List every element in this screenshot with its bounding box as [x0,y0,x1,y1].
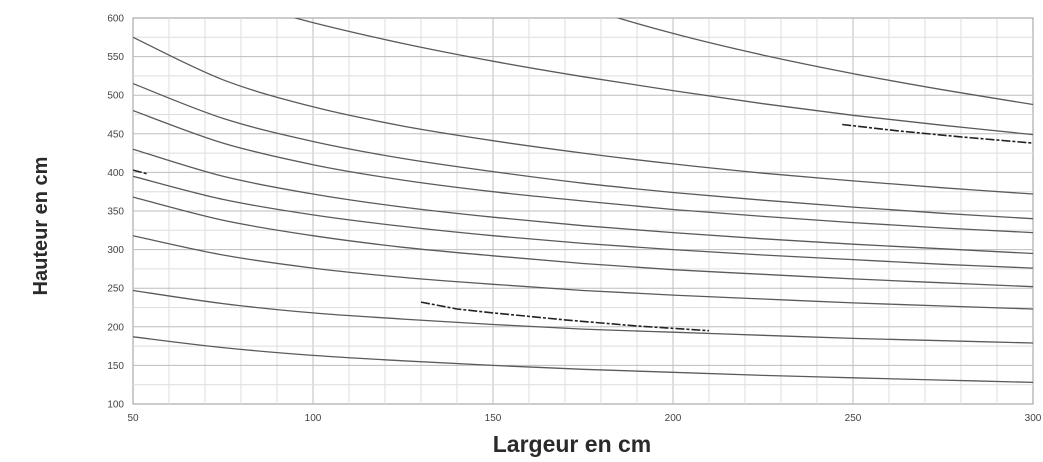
y-tick-label: 600 [107,14,124,25]
grid [133,18,1033,404]
y-tick-label: 550 [107,52,124,63]
x-tick-label: 100 [305,413,322,424]
x-tick-label: 150 [485,413,502,424]
y-tick-label: 500 [107,91,124,102]
y-tick-label: 200 [107,322,124,333]
y-tick-label: 450 [107,129,124,140]
y-tick-label: 100 [107,400,124,411]
y-tick-labels: 100 150 200 250 300 350 400 450 500 550 600 [107,14,124,411]
y-axis-title: Hauteur en cm [30,157,52,296]
x-tick-label: 50 [127,413,139,424]
y-tick-label: 350 [107,207,124,218]
x-tick-label: 300 [1025,413,1042,424]
y-tick-label: 300 [107,245,124,256]
y-tick-label: 400 [107,168,124,179]
x-tick-labels: 50 100 150 200 250 300 [127,413,1041,424]
y-tick-label: 150 [107,361,124,372]
x-tick-label: 250 [845,413,862,424]
x-tick-label: 200 [665,413,682,424]
x-axis-title: Largeur en cm [493,431,652,457]
y-tick-label: 250 [107,284,124,295]
